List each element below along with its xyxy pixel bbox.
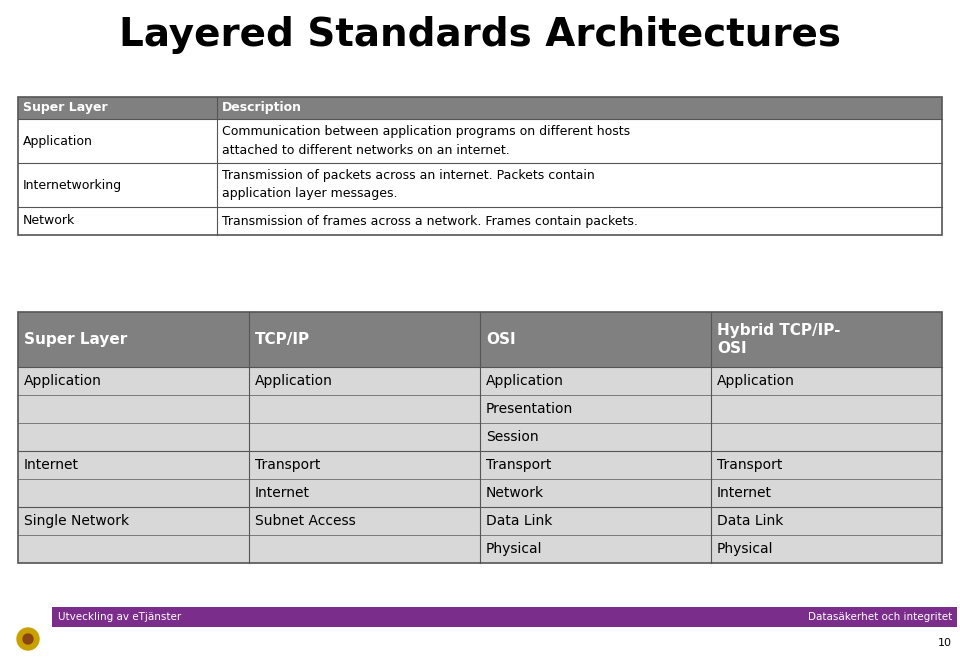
Text: Communication between application programs on different hosts
attached to differ: Communication between application progra… (222, 125, 630, 156)
Text: Internet: Internet (24, 458, 79, 472)
Text: Subnet Access: Subnet Access (255, 514, 356, 528)
FancyBboxPatch shape (18, 163, 942, 207)
Text: Data Link: Data Link (486, 514, 552, 528)
Text: Transmission of frames across a network. Frames contain packets.: Transmission of frames across a network.… (222, 214, 637, 227)
Text: Layered Standards Architectures: Layered Standards Architectures (119, 16, 841, 54)
Text: Physical: Physical (717, 542, 774, 556)
Text: Transport: Transport (255, 458, 321, 472)
Text: Application: Application (24, 374, 102, 388)
Text: Transmission of packets across an internet. Packets contain
application layer me: Transmission of packets across an intern… (222, 170, 594, 200)
Text: Description: Description (222, 101, 301, 114)
Text: Hybrid TCP/IP-
OSI: Hybrid TCP/IP- OSI (717, 323, 841, 356)
Text: Physical: Physical (486, 542, 542, 556)
Text: Application: Application (717, 374, 795, 388)
FancyBboxPatch shape (52, 607, 957, 627)
FancyBboxPatch shape (18, 207, 942, 235)
Text: Data Link: Data Link (717, 514, 783, 528)
Text: Transport: Transport (486, 458, 551, 472)
FancyBboxPatch shape (18, 119, 942, 163)
Text: Internet: Internet (717, 486, 772, 500)
Text: Super Layer: Super Layer (24, 332, 128, 347)
Text: Single Network: Single Network (24, 514, 130, 528)
FancyBboxPatch shape (18, 507, 942, 563)
Text: Datasäkerhet och integritet: Datasäkerhet och integritet (807, 612, 952, 622)
Text: OSI: OSI (486, 332, 516, 347)
Text: Application: Application (23, 135, 93, 148)
Text: Session: Session (486, 430, 539, 444)
Text: Super Layer: Super Layer (23, 101, 108, 114)
Text: Application: Application (486, 374, 564, 388)
Text: Presentation: Presentation (486, 402, 573, 416)
Text: Internet: Internet (255, 486, 310, 500)
Text: Network: Network (23, 214, 75, 227)
Text: Transport: Transport (717, 458, 782, 472)
Text: 10: 10 (938, 638, 952, 648)
FancyBboxPatch shape (18, 312, 942, 367)
Circle shape (23, 634, 33, 644)
FancyBboxPatch shape (18, 97, 942, 119)
Text: Internetworking: Internetworking (23, 179, 122, 191)
FancyBboxPatch shape (18, 367, 942, 451)
Text: Application: Application (255, 374, 333, 388)
Text: TCP/IP: TCP/IP (255, 332, 310, 347)
Text: Network: Network (486, 486, 544, 500)
Circle shape (17, 628, 39, 650)
Text: Utveckling av eTjänster: Utveckling av eTjänster (58, 612, 181, 622)
FancyBboxPatch shape (18, 451, 942, 507)
